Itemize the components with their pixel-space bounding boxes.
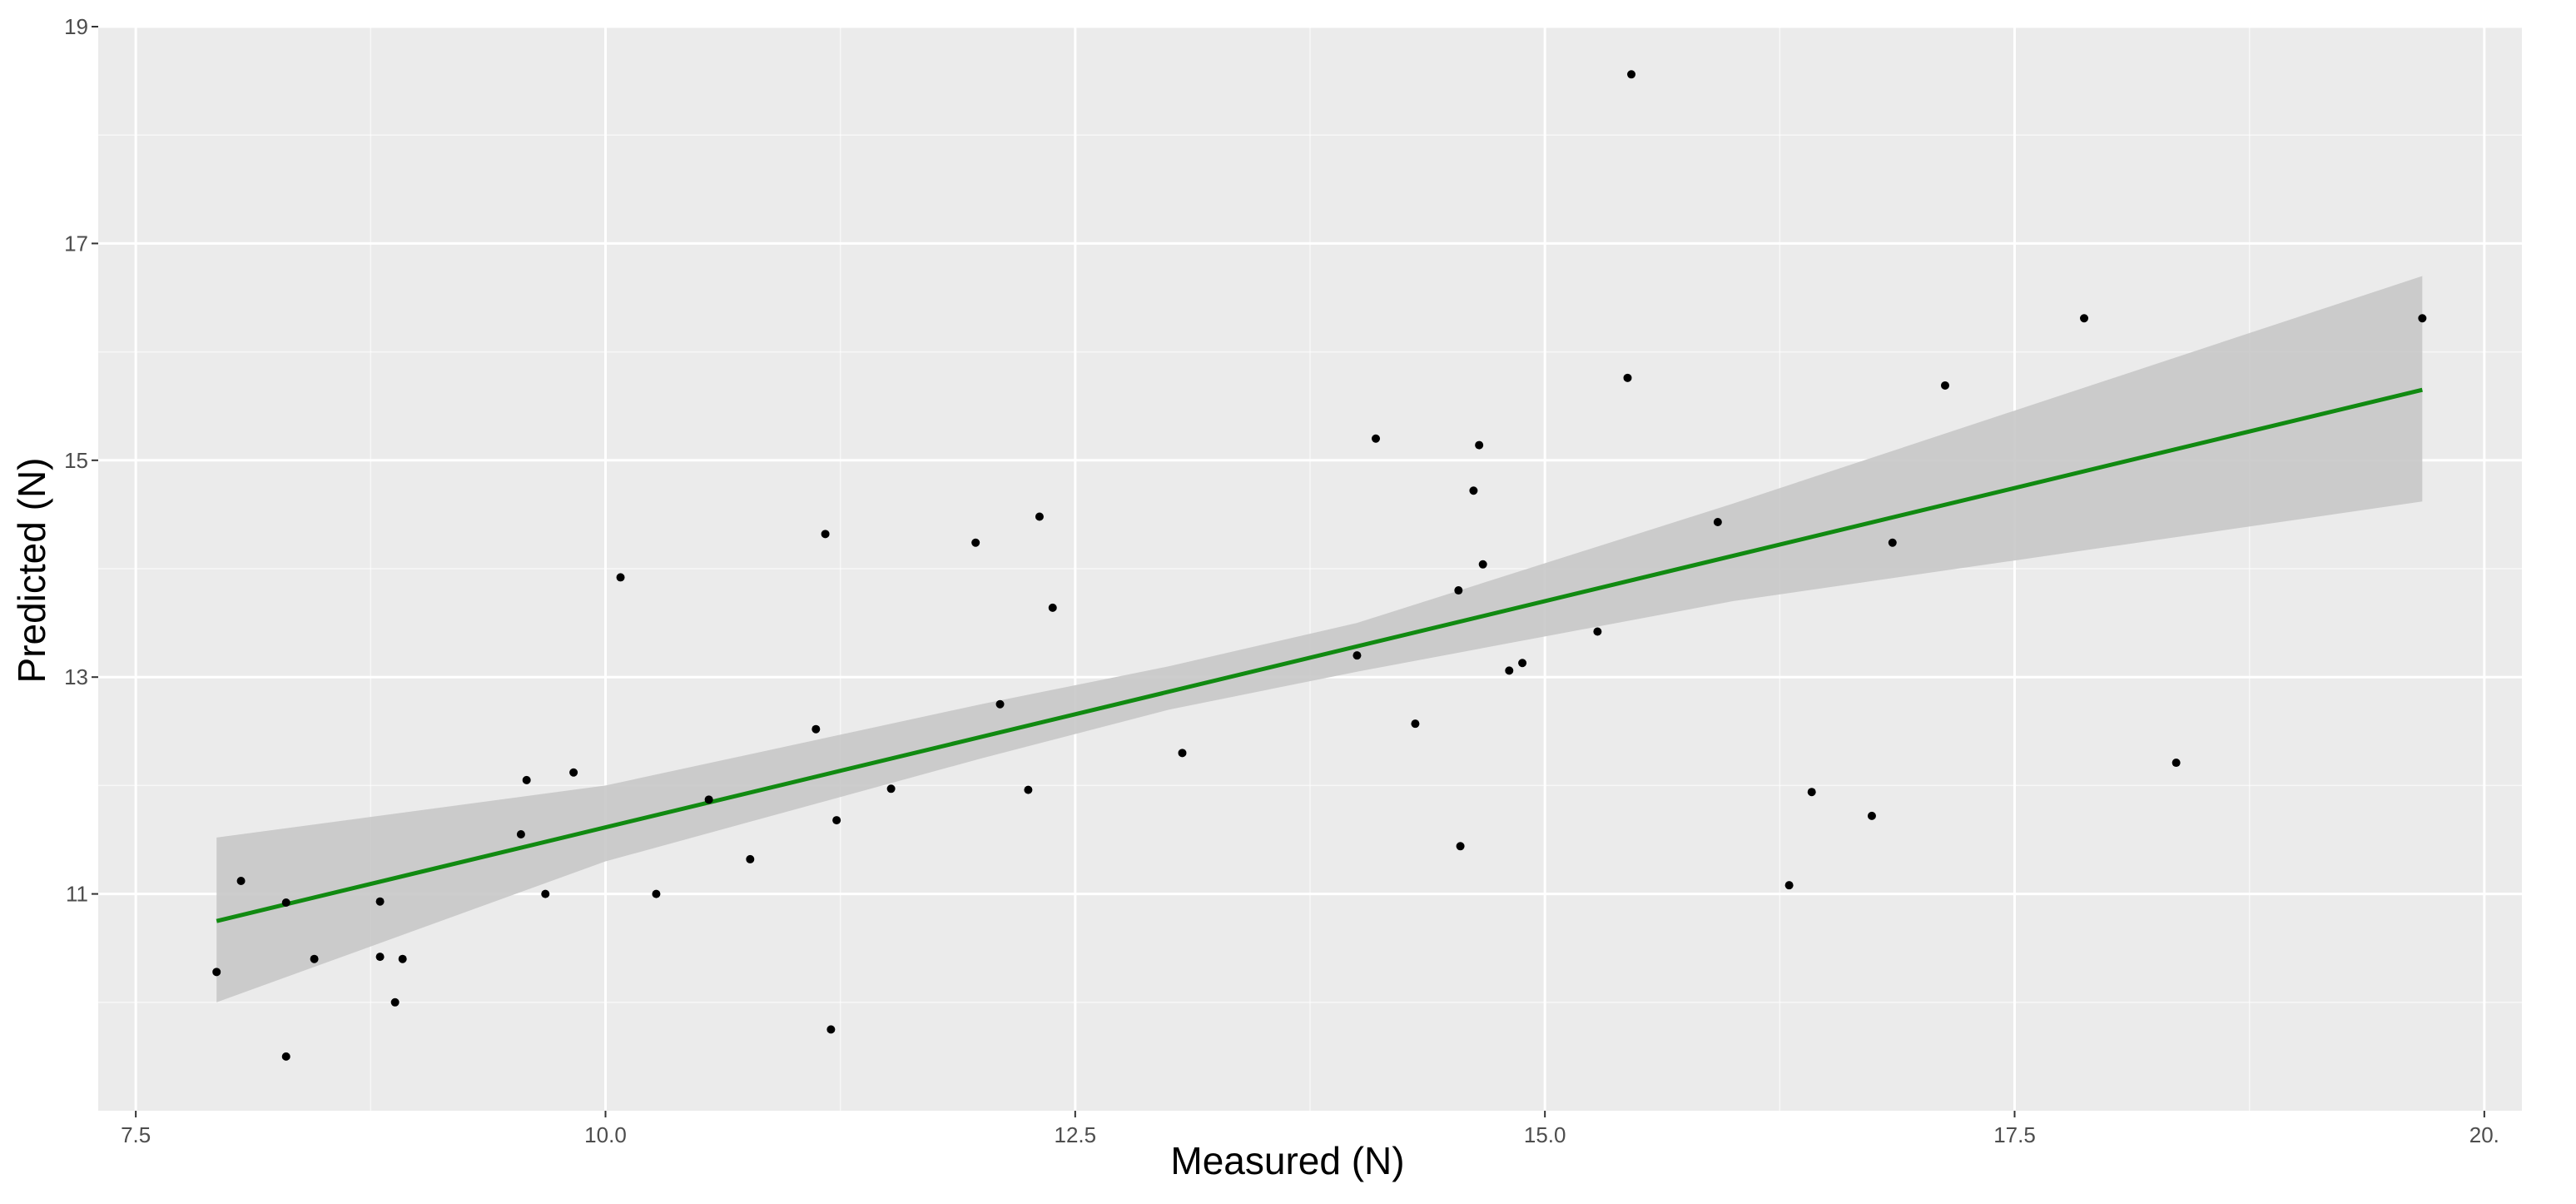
x-tick-label: 15.0 [1524, 1122, 1566, 1147]
data-point [1456, 842, 1465, 851]
data-point [1035, 512, 1044, 521]
x-axis-title: Measured (N) [1170, 1139, 1404, 1182]
data-point [826, 1025, 836, 1034]
data-point [1478, 560, 1487, 569]
data-point [652, 889, 661, 898]
data-point [2171, 759, 2181, 768]
data-point [522, 775, 531, 784]
data-point [390, 998, 400, 1007]
data-point [1713, 518, 1722, 527]
data-point [2080, 314, 2089, 323]
data-point [886, 784, 896, 794]
data-point [1505, 666, 1514, 675]
data-point [281, 898, 290, 908]
grid-minor [98, 27, 2522, 1111]
data-point [1048, 603, 1057, 612]
data-point [832, 816, 841, 825]
data-point [375, 897, 385, 906]
data-point [1454, 586, 1463, 595]
y-tick-label: 17 [64, 231, 88, 256]
y-axis-title: Predicted (N) [10, 458, 53, 684]
data-point [569, 768, 578, 777]
data-point [821, 530, 830, 539]
data-point [812, 724, 821, 734]
regression-line [216, 387, 2423, 923]
y-tick-label: 19 [64, 14, 88, 39]
data-point [1024, 785, 1033, 794]
data-point [310, 954, 319, 963]
y-tick-label: 11 [66, 882, 88, 907]
data-point [1623, 373, 1632, 382]
data-point [704, 795, 713, 804]
data-point [1411, 719, 1420, 729]
data-point [375, 953, 385, 962]
data-point [995, 699, 1005, 709]
data-points [212, 70, 2427, 1061]
data-point [1940, 381, 1949, 390]
data-point [746, 854, 755, 863]
y-tick-label: 13 [64, 664, 88, 689]
x-axis-ticks: 7.5 10.0 12.5 15.0 17.5 20. [121, 1111, 2499, 1147]
data-point [1867, 811, 1876, 820]
data-point [516, 829, 525, 838]
y-tick-label: 15 [64, 448, 88, 473]
x-tick-label: 20. [2469, 1122, 2499, 1147]
data-point [1372, 434, 1381, 443]
data-point [541, 889, 550, 898]
data-point [236, 876, 246, 885]
x-tick-label: 10.0 [584, 1122, 627, 1147]
data-point [1475, 440, 1484, 450]
data-point [971, 538, 980, 547]
x-tick-label: 17.5 [1993, 1122, 2036, 1147]
data-point [616, 573, 625, 582]
data-point [1888, 538, 1897, 547]
data-point [281, 1052, 290, 1061]
data-point [1784, 881, 1794, 890]
data-point [1469, 486, 1478, 495]
data-point [212, 968, 221, 977]
data-point [398, 954, 407, 963]
x-tick-label: 7.5 [121, 1122, 151, 1147]
data-point [1518, 659, 1527, 668]
confidence-band [216, 276, 2423, 1003]
data-point [1807, 788, 1816, 797]
data-point [1353, 651, 1362, 660]
y-axis-ticks: 11 13 15 17 19 [64, 14, 98, 907]
data-point [1593, 627, 1602, 636]
data-point [2418, 314, 2427, 323]
data-point [1178, 749, 1187, 758]
x-tick-label: 12.5 [1055, 1122, 1097, 1147]
data-point [1627, 70, 1636, 79]
